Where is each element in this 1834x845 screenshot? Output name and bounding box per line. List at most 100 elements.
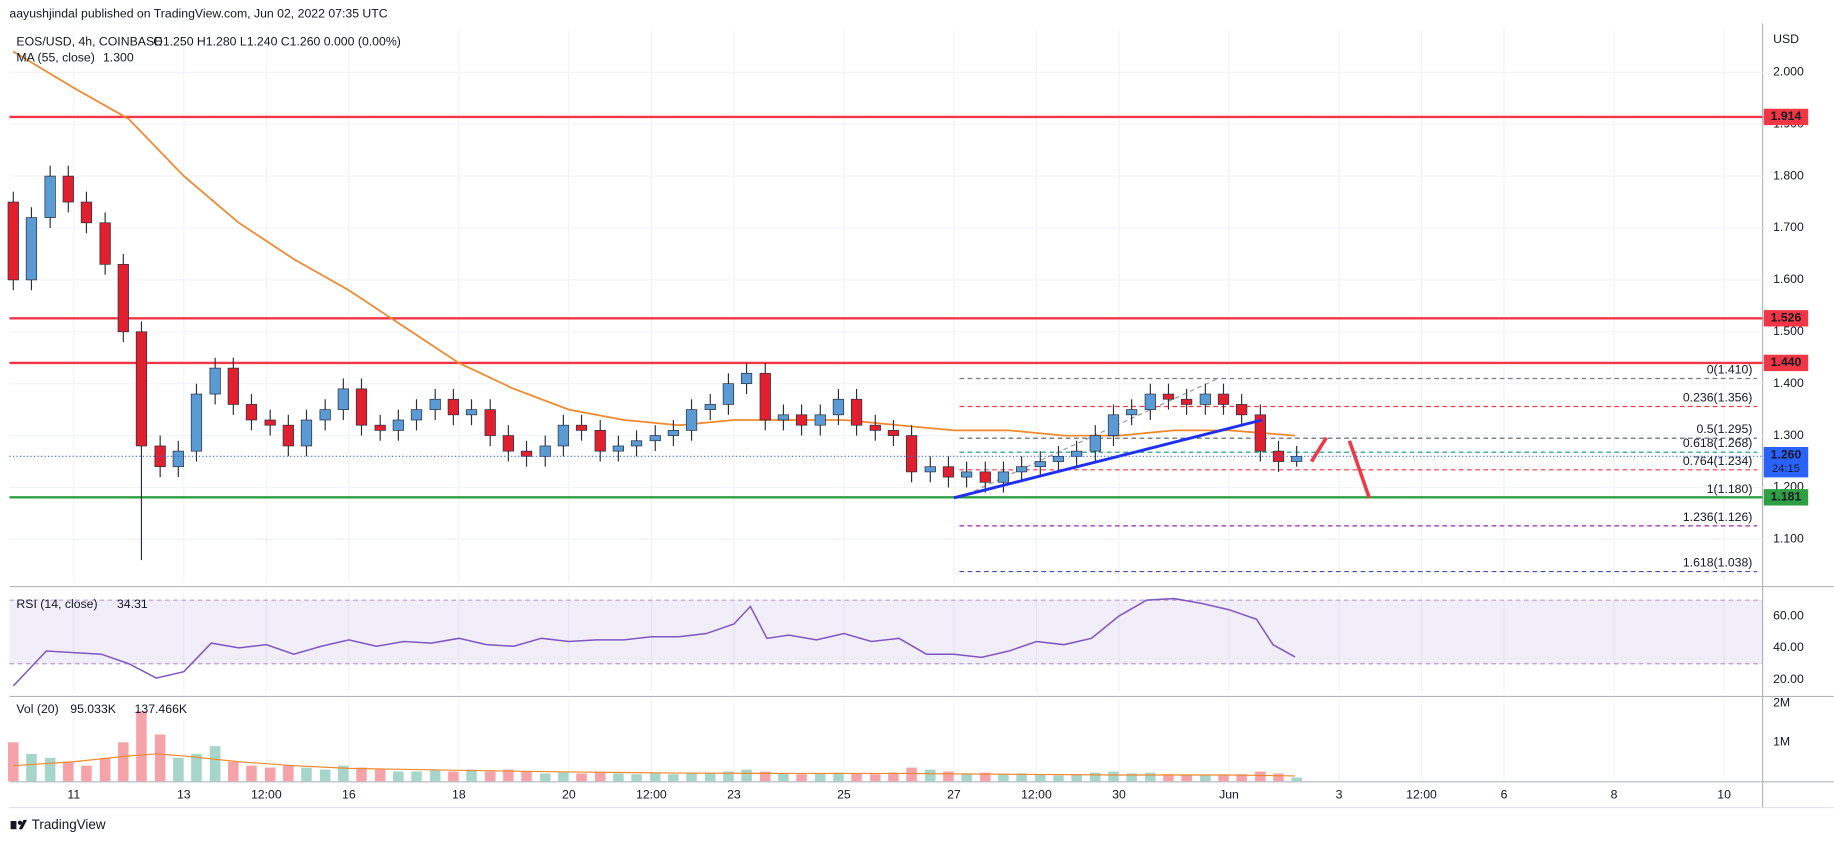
candle-body — [960, 471, 973, 478]
vol-tick-label: 2M — [1773, 696, 1790, 710]
y-tick-label: 1.600 — [1773, 272, 1804, 286]
volume-bar — [1035, 774, 1046, 782]
x-tick-label: 6 — [1501, 788, 1508, 802]
candle-body — [924, 466, 936, 473]
volume-bar — [1218, 775, 1229, 782]
volume-bar — [1016, 773, 1027, 782]
volume-bar — [319, 769, 331, 782]
symbol-title: EOS/USD, 4h, COINBASE — [16, 34, 162, 48]
volume-bar — [759, 771, 771, 782]
volume-bar — [44, 757, 56, 782]
candle-body — [1217, 393, 1230, 405]
footer-brand: TradingView — [32, 817, 106, 832]
level-price-box — [1763, 108, 1809, 126]
vol-title: Vol (20) — [16, 702, 58, 716]
level-price-box — [1763, 310, 1809, 327]
volume-bar — [466, 769, 477, 782]
volume-bar — [888, 772, 899, 782]
candle-body — [392, 419, 404, 431]
ma-title: MA (55, close) — [16, 51, 94, 65]
candle-body — [1236, 404, 1248, 416]
candle-body — [410, 409, 423, 421]
volume-bar — [870, 774, 881, 782]
tv-logo — [10, 819, 27, 830]
x-tick-label: 23 — [727, 788, 741, 802]
candle-body — [722, 383, 735, 405]
candle-body — [1272, 450, 1285, 462]
candle-body — [1162, 393, 1175, 400]
candle-body — [905, 435, 918, 473]
projection-arrow — [1310, 436, 1328, 463]
candle-body — [1199, 393, 1211, 405]
volume-bar — [741, 769, 752, 782]
fib-label: 0.618(1.268) — [1683, 436, 1753, 450]
candle-body — [759, 372, 771, 421]
fib-label: 0.5(1.295) — [1696, 422, 1752, 436]
volume-bar — [613, 773, 624, 782]
candle-body — [465, 409, 478, 416]
rsi-tick-label: 60.00 — [1773, 608, 1804, 622]
publisher: aayushjindal published on TradingView.co… — [9, 6, 387, 20]
candle-body — [1015, 466, 1028, 473]
x-tick-label: 12:00 — [636, 788, 667, 802]
volume-bar — [393, 771, 404, 782]
candle-body — [520, 450, 533, 457]
volume-bar — [1236, 774, 1247, 782]
volume-bar — [851, 773, 862, 782]
volume-bar — [925, 769, 936, 782]
volume-bar — [1200, 775, 1211, 782]
volume-bar — [796, 774, 807, 782]
volume-bar — [815, 773, 826, 782]
candle-body — [630, 440, 643, 447]
volume-bar — [356, 767, 367, 782]
x-tick-label: 25 — [837, 788, 851, 802]
volume-bar — [118, 742, 129, 782]
rsi-title: RSI (14, close) — [16, 597, 97, 611]
candle-body — [1126, 409, 1138, 416]
volume-bar — [594, 771, 606, 782]
fib-label: 1.236(1.126) — [1683, 510, 1753, 524]
volume-bar — [668, 774, 679, 782]
level-price-label: 1.181 — [1771, 490, 1802, 504]
volume-bar — [429, 769, 441, 782]
x-tick-label: 18 — [452, 788, 466, 802]
x-tick-label: 16 — [342, 788, 356, 802]
x-tick-label: 3 — [1336, 788, 1343, 802]
fib-label: 0.236(1.356) — [1683, 391, 1753, 405]
rsi-band — [9, 600, 1763, 664]
candle-body — [62, 175, 74, 203]
candle-body — [1254, 414, 1266, 452]
x-tick-label: 12:00 — [251, 788, 282, 802]
candle-body — [869, 424, 881, 431]
volume-bar — [1255, 771, 1266, 782]
volume-bar — [301, 767, 312, 782]
volume-bar — [411, 771, 422, 782]
last-price-label: 1.260 — [1771, 447, 1802, 461]
candle-body — [1071, 450, 1083, 457]
candle-body — [814, 414, 826, 426]
x-tick-label: 12:00 — [1406, 788, 1437, 802]
candle-body — [227, 367, 239, 405]
candle-body — [594, 430, 606, 452]
candle-body — [190, 393, 203, 452]
x-tick-label: 13 — [177, 788, 191, 802]
candle-body — [795, 414, 808, 426]
candle-body — [264, 419, 276, 426]
countdown: 24:15 — [1772, 463, 1800, 475]
candle-body — [1181, 398, 1193, 405]
volume-bar — [998, 774, 1009, 782]
logo-part — [10, 821, 17, 830]
volume-bar — [1163, 774, 1174, 782]
volume-bar — [521, 771, 532, 782]
volume-bar — [686, 773, 697, 782]
candle-body — [832, 398, 845, 416]
level-price-label: 1.440 — [1771, 355, 1802, 369]
volume-bar — [209, 746, 221, 782]
volume-bar — [191, 753, 202, 782]
volume-bar — [173, 757, 184, 782]
rsi-line — [12, 597, 1296, 687]
candle-body — [374, 424, 386, 431]
volume-bar — [704, 772, 716, 782]
volume-bar — [1181, 775, 1192, 782]
volume-bar — [63, 761, 74, 782]
